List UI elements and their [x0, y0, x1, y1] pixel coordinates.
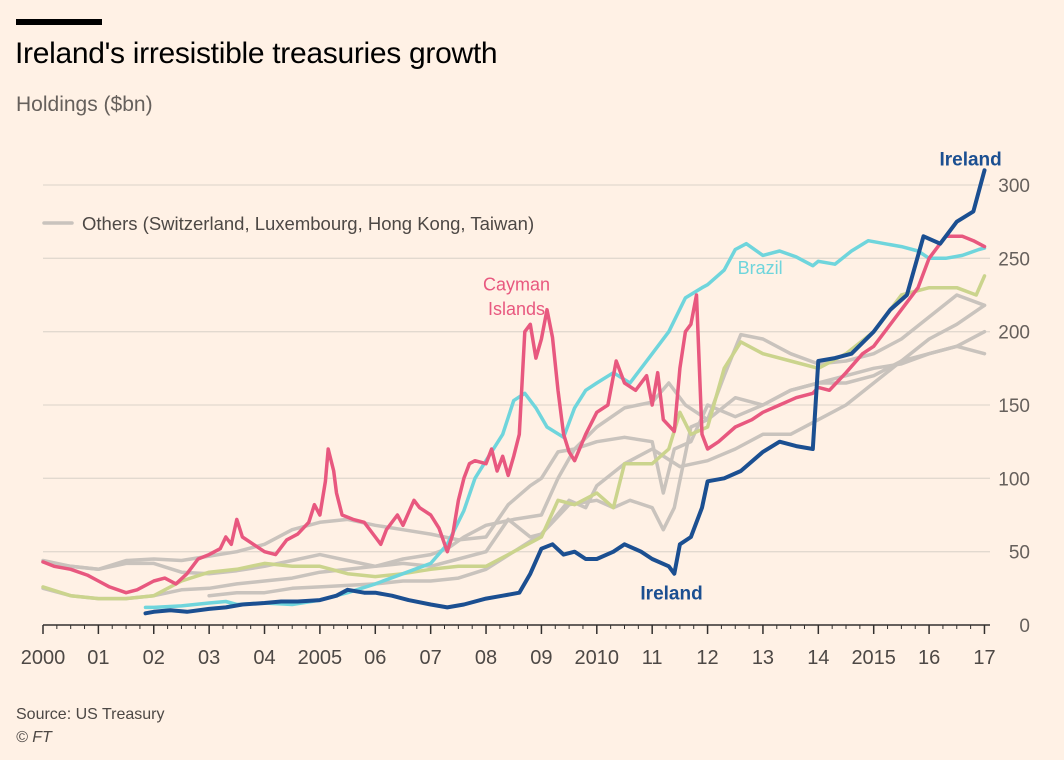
x-tick-label: 11	[642, 647, 663, 669]
annotation-label: Ireland	[939, 150, 1001, 171]
y-tick-label: 0	[1019, 616, 1030, 637]
series-line-cayman-islands-6	[41, 234, 987, 595]
x-tick-label: 06	[364, 647, 386, 669]
x-tick-label: 07	[420, 647, 442, 669]
x-tick-label: 12	[696, 647, 718, 669]
y-tick-label: 200	[998, 323, 1030, 344]
x-tick-label: 04	[253, 647, 275, 669]
source-note: Source: US Treasury	[16, 706, 165, 723]
annotations: Ireland Ireland Brazil Cayman Islands	[483, 150, 1002, 605]
credit-note: © FT	[16, 729, 52, 746]
x-tick-label: 2000	[21, 647, 66, 669]
annotation-label: Brazil	[738, 258, 783, 278]
y-tick-label: 250	[998, 249, 1030, 270]
annotation-label: Ireland	[640, 584, 702, 605]
y-tick-label: 300	[998, 176, 1030, 197]
chart-title: Ireland's irresistible treasuries growth	[15, 37, 498, 70]
title-rule	[16, 19, 102, 25]
x-tick-label: 17	[973, 647, 995, 669]
series-line-others-0	[41, 303, 987, 576]
series-line-others-4	[41, 274, 987, 601]
y-tick-label: 50	[1009, 543, 1030, 564]
legend: Others (Switzerland, Luxembourg, Hong Ko…	[42, 213, 534, 234]
legend-label: Others (Switzerland, Luxembourg, Hong Ko…	[82, 213, 534, 234]
chart-subtitle: Holdings ($bn)	[16, 93, 153, 116]
annotation-label: Cayman	[483, 274, 550, 294]
annotation-label: Islands	[488, 299, 545, 319]
y-tick-label: 150	[998, 396, 1030, 417]
x-tick-label: 16	[918, 647, 940, 669]
x-tick-label: 2005	[298, 647, 343, 669]
series-line-others-1	[41, 293, 987, 572]
x-tick-label: 08	[475, 647, 497, 669]
y-tick-label: 100	[998, 469, 1030, 490]
x-axis: 2000 01 02 03 04 2005 06 07 08 09 2010 11 12 13 14 2015…	[21, 624, 996, 669]
x-tick-label: 2015	[851, 647, 896, 669]
x-tick-label: 2010	[575, 647, 620, 669]
x-tick-label: 01	[87, 647, 109, 669]
y-tick-labels: 0 50 100 150 200 250 300	[998, 176, 1030, 637]
x-tick-label: 02	[143, 647, 165, 669]
x-tick-label: 09	[530, 647, 552, 669]
series-lines	[41, 168, 987, 616]
x-tick-label: 03	[198, 647, 220, 669]
series-line-ireland-7	[143, 168, 987, 616]
x-tick-label: 14	[807, 647, 829, 669]
x-tick-label: 13	[752, 647, 774, 669]
